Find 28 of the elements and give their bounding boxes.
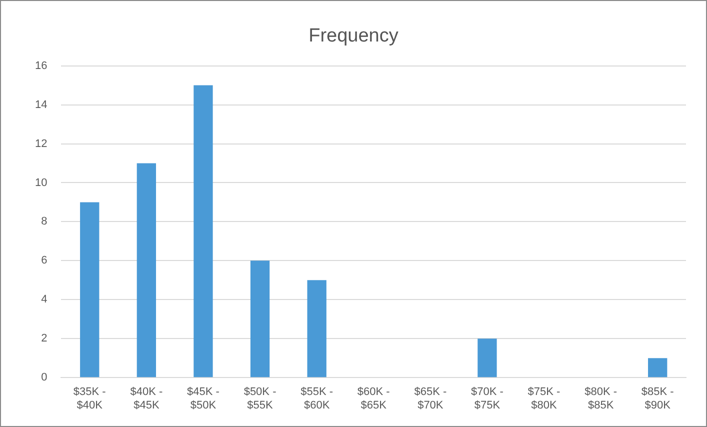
x-tick-label: $35K - $40K (73, 386, 106, 412)
x-tick-label: $70K - $75K (471, 386, 504, 412)
y-tick-label: 16 (34, 60, 48, 72)
x-tick-label: $80K - $85K (584, 386, 618, 412)
bar (478, 338, 497, 378)
x-tick-label: $85K - $90K (641, 386, 674, 412)
bar (648, 358, 668, 378)
y-tick-label: 2 (41, 332, 48, 345)
y-tick-label: 6 (41, 254, 48, 267)
x-tick-label: $45K - $50K (187, 386, 220, 412)
x-tick-label: $65K - $70K (414, 386, 447, 412)
y-tick-label: 14 (34, 98, 48, 111)
x-tick-label: $75K - $80K (528, 386, 561, 412)
x-tick-label: $55K - $60K (300, 386, 334, 412)
y-tick-label: 12 (34, 138, 48, 150)
y-tick-label: 4 (41, 294, 48, 306)
bar (194, 85, 213, 378)
bar (307, 280, 326, 378)
x-tick-label: $60K - $65K (357, 386, 390, 412)
bar (250, 260, 270, 378)
y-tick-label: 8 (41, 216, 48, 228)
y-tick-label: 0 (41, 372, 48, 384)
y-tick-label: 10 (34, 176, 48, 189)
chart-title: Frequency (308, 26, 399, 47)
x-tick-label: $40K - $45K (130, 386, 163, 412)
x-tick-label: $50K - $55K (244, 386, 277, 412)
bar (80, 202, 100, 378)
bar (136, 163, 156, 378)
